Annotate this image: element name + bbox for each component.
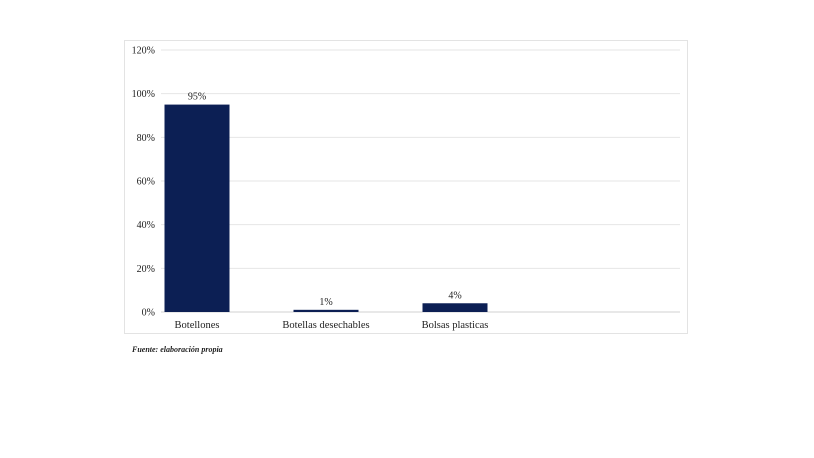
y-tick-label: 80% — [137, 133, 155, 144]
bar-chart: 0% 20% 40% 60% 80% 100% 120% 95% 1% 4% Botellone… — [132, 46, 680, 331]
y-tick-label: 100% — [132, 89, 155, 100]
x-category-label: Botellas desechables — [282, 320, 369, 331]
y-tick-label: 0% — [142, 308, 155, 319]
data-label: 1% — [319, 297, 332, 308]
data-label: 4% — [448, 290, 461, 301]
y-tick-label: 120% — [132, 46, 155, 57]
bar — [293, 309, 359, 312]
x-axis-categories: Botellones Botellas desechables Bolsas pla… — [175, 320, 489, 331]
x-category-label: Botellones — [175, 320, 220, 331]
data-labels: 95% 1% 4% — [188, 92, 462, 308]
chart-frame: 0% 20% 40% 60% 80% 100% 120% 95% 1% 4% Botellone… — [124, 40, 688, 334]
y-tick-label: 40% — [137, 220, 155, 231]
bar — [422, 303, 488, 312]
y-axis-ticks: 0% 20% 40% 60% 80% 100% 120% — [132, 46, 155, 319]
y-tick-label: 60% — [137, 177, 155, 188]
bars — [164, 104, 488, 312]
x-category-label: Bolsas plasticas — [422, 320, 489, 331]
data-label: 95% — [188, 92, 206, 103]
source-note: Fuente: elaboración propia — [132, 345, 223, 354]
y-tick-label: 20% — [137, 264, 155, 275]
bar — [164, 104, 230, 312]
gridlines — [161, 49, 680, 313]
